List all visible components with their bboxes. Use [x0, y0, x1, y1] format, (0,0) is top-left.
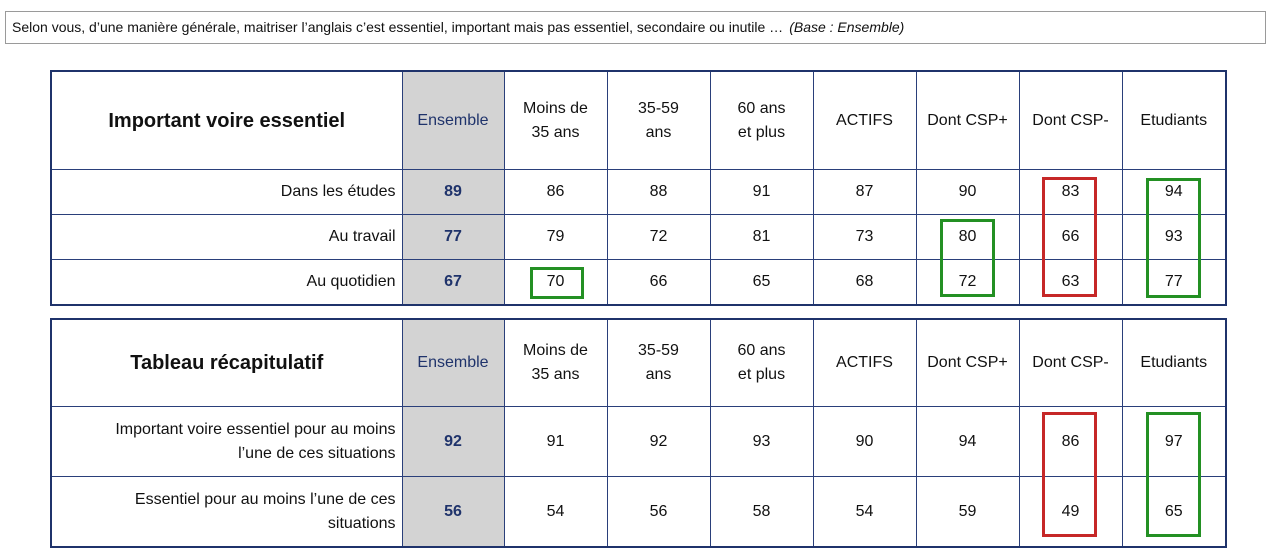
table2-title: Tableau récapitulatif: [50, 318, 403, 407]
cell: 77: [1121, 259, 1227, 306]
col-header-moins-35: Moins de 35 ans: [503, 318, 608, 407]
question-text: Selon vous, d’une manière générale, mait…: [12, 19, 784, 35]
col-header-etudiants: Etudiants: [1121, 318, 1227, 407]
cell-ensemble: 56: [401, 476, 505, 548]
cell: 59: [915, 476, 1020, 548]
cell: 68: [812, 259, 917, 306]
cell: 94: [915, 406, 1020, 477]
question-base: (Base : Ensemble): [789, 19, 905, 35]
cell: 65: [1121, 476, 1227, 548]
col-header-etudiants: Etudiants: [1121, 70, 1227, 170]
col-header-csp-minus: Dont CSP-: [1018, 70, 1123, 170]
cell: 92: [606, 406, 711, 477]
col-header-csp-plus: Dont CSP+: [915, 70, 1020, 170]
cell: 97: [1121, 406, 1227, 477]
col-header-60-plus: 60 ans et plus: [709, 70, 814, 170]
col-header-csp-minus: Dont CSP-: [1018, 318, 1123, 407]
cell-ensemble: 89: [401, 169, 505, 215]
cell: 79: [503, 214, 608, 260]
cell-ensemble: 92: [401, 406, 505, 477]
cell: 91: [503, 406, 608, 477]
col-header-35-59: 35-59 ans: [606, 318, 711, 407]
cell-ensemble: 67: [401, 259, 505, 306]
col-header-actifs: ACTIFS: [812, 70, 917, 170]
question-box: Selon vous, d’une manière générale, mait…: [5, 11, 1266, 44]
cell: 72: [606, 214, 711, 260]
cell: 54: [812, 476, 917, 548]
table-recap: Tableau récapitulatif Ensemble Moins de 3…: [50, 318, 1227, 548]
table1-title: Important voire essentiel: [50, 70, 403, 170]
col-header-moins-35: Moins de 35 ans: [503, 70, 608, 170]
cell: 54: [503, 476, 608, 548]
cell: 94: [1121, 169, 1227, 215]
cell: 86: [503, 169, 608, 215]
row-label: Essentiel pour au moins l’une de ces situ…: [50, 476, 403, 548]
table-row: Dans les études 89 86 88 91 87 90 83 94: [50, 169, 1227, 215]
col-header-actifs: ACTIFS: [812, 318, 917, 407]
row-label: Dans les études: [50, 169, 403, 215]
row-label: Au quotidien: [50, 259, 403, 306]
table-row: Important voire essentiel pour au moins l…: [50, 406, 1227, 477]
cell: 86: [1018, 406, 1123, 477]
cell: 83: [1018, 169, 1123, 215]
cell: 56: [606, 476, 711, 548]
cell: 66: [1018, 214, 1123, 260]
cell: 81: [709, 214, 814, 260]
cell: 80: [915, 214, 1020, 260]
cell: 91: [709, 169, 814, 215]
row-label: Important voire essentiel pour au moins l…: [50, 406, 403, 477]
cell: 87: [812, 169, 917, 215]
col-header-ensemble: Ensemble: [401, 318, 505, 407]
table-row: Essentiel pour au moins l’une de ces situ…: [50, 476, 1227, 548]
cell: 93: [1121, 214, 1227, 260]
table-row: Au travail 77 79 72 81 73 80 66 93: [50, 214, 1227, 260]
cell: 66: [606, 259, 711, 306]
cell: 90: [915, 169, 1020, 215]
cell: 65: [709, 259, 814, 306]
table-row: Au quotidien 67 70 66 65 68 72 63 77: [50, 259, 1227, 306]
cell: 72: [915, 259, 1020, 306]
cell: 63: [1018, 259, 1123, 306]
cell-ensemble: 77: [401, 214, 505, 260]
col-header-35-59: 35-59 ans: [606, 70, 711, 170]
col-header-ensemble: Ensemble: [401, 70, 505, 170]
row-label: Au travail: [50, 214, 403, 260]
cell: 90: [812, 406, 917, 477]
cell: 58: [709, 476, 814, 548]
cell: 88: [606, 169, 711, 215]
cell: 70: [503, 259, 608, 306]
table-important: Important voire essentiel Ensemble Moins…: [50, 70, 1227, 306]
col-header-csp-plus: Dont CSP+: [915, 318, 1020, 407]
cell: 73: [812, 214, 917, 260]
cell: 93: [709, 406, 814, 477]
col-header-60-plus: 60 ans et plus: [709, 318, 814, 407]
cell: 49: [1018, 476, 1123, 548]
